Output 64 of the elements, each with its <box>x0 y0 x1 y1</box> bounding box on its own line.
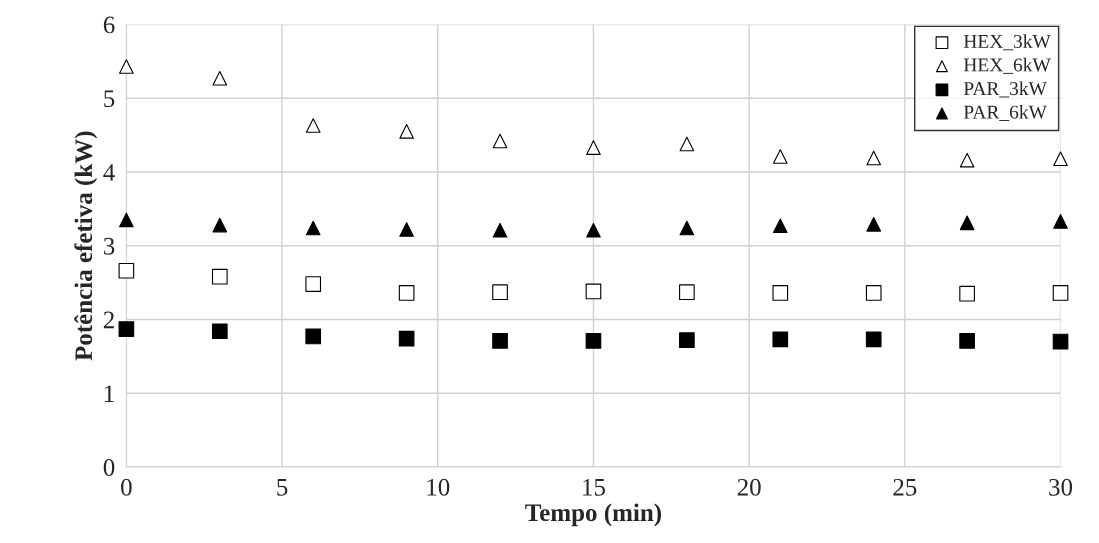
point <box>679 136 695 152</box>
point <box>211 268 228 285</box>
point <box>679 284 695 301</box>
point <box>586 140 601 155</box>
point <box>119 212 134 228</box>
point <box>211 323 228 340</box>
point <box>772 218 788 234</box>
point <box>119 59 134 74</box>
x-tick-label: 25 <box>893 478 917 496</box>
y-tick-label: 2 <box>103 311 114 329</box>
point <box>305 328 322 345</box>
y-tick-label: 6 <box>103 16 115 34</box>
y-tick-label: 5 <box>104 90 115 108</box>
legend-label: PAR_3kW <box>963 81 1047 98</box>
legend-label: HEX_3kW <box>963 34 1051 51</box>
point <box>398 285 415 301</box>
point <box>585 283 602 300</box>
point <box>305 276 322 292</box>
point <box>212 70 228 86</box>
point <box>492 133 508 149</box>
point <box>585 333 602 349</box>
x-axis-title: Tempo (min) <box>525 503 662 527</box>
point <box>866 150 882 166</box>
point <box>959 215 975 231</box>
y-tick-label: 3 <box>103 237 115 255</box>
point <box>398 330 415 347</box>
legend-label: HEX_6kW <box>963 57 1051 74</box>
point <box>1053 214 1068 229</box>
point <box>772 285 789 301</box>
x-tick-label: 5 <box>277 479 288 496</box>
point <box>492 284 508 301</box>
point <box>865 331 882 348</box>
legend-label: PAR_6kW <box>963 105 1047 122</box>
x-tick-label: 10 <box>427 478 450 496</box>
point <box>866 216 882 232</box>
point <box>305 118 321 133</box>
point <box>865 285 882 301</box>
point <box>492 222 508 238</box>
point <box>118 262 135 279</box>
point <box>305 220 321 236</box>
point <box>959 152 975 168</box>
point <box>399 124 414 139</box>
point <box>959 333 975 349</box>
point <box>1052 333 1069 350</box>
point <box>1052 285 1069 301</box>
point <box>679 332 695 348</box>
point <box>772 331 789 348</box>
point <box>399 222 414 237</box>
x-tick-label: 20 <box>737 478 761 496</box>
y-tick-label: 1 <box>104 385 114 402</box>
x-tick-label: 30 <box>1049 478 1073 496</box>
point <box>586 222 601 238</box>
y-tick-label: 4 <box>103 164 115 181</box>
x-tick-label: 15 <box>583 478 605 496</box>
y-axis-title: Potência efetiva (kW) <box>74 131 98 361</box>
point <box>1053 151 1068 166</box>
point <box>959 285 975 302</box>
point <box>679 220 695 236</box>
x-tick-label: 0 <box>121 478 132 496</box>
point <box>118 321 135 337</box>
y-tick-label: 0 <box>103 459 115 476</box>
point <box>492 333 508 349</box>
point <box>772 149 788 164</box>
point <box>212 217 228 233</box>
